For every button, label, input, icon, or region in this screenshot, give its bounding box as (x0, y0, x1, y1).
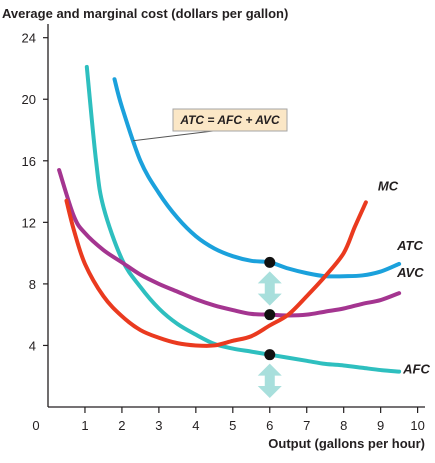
curve-avc (57, 168, 402, 318)
y-tick-label-16: 16 (22, 154, 36, 169)
series-label-mc: MC (378, 178, 399, 193)
double-arrow-2 (257, 363, 282, 398)
x-tick-label-6: 6 (266, 418, 273, 433)
x-tick-label-4: 4 (192, 418, 199, 433)
marker-afc (264, 349, 276, 361)
x-tick-label-1: 1 (81, 418, 88, 433)
curve-afc (84, 64, 402, 374)
x-tick-label-7: 7 (303, 418, 310, 433)
y-tick-label-4: 4 (29, 338, 36, 353)
x-tick-label-9: 9 (377, 418, 384, 433)
callout-box (172, 108, 288, 132)
y-tick-label-20: 20 (22, 92, 36, 107)
marker-atc (264, 256, 276, 268)
curve-atc (112, 77, 402, 279)
x-tick-label-8: 8 (340, 418, 347, 433)
callout-leader-line (132, 130, 214, 142)
series-label-afc: AFC (402, 362, 430, 377)
series-label-avc: AVC (396, 265, 424, 280)
y-tick-label-12: 12 (22, 215, 36, 230)
y-tick-label-24: 24 (22, 31, 36, 46)
callout-text: ATC = AFC + AVC (179, 113, 280, 127)
double-arrow-1 (257, 271, 282, 306)
x-tick-label-3: 3 (155, 418, 162, 433)
marker-avc (264, 309, 276, 321)
y-tick-label-8: 8 (29, 277, 36, 292)
x-tick-label-5: 5 (229, 418, 236, 433)
series-label-atc: ATC (396, 238, 423, 253)
x-tick-label-2: 2 (118, 418, 125, 433)
curve-mc (64, 198, 368, 348)
x-axis-title: Output (gallons per hour) (268, 436, 425, 451)
origin-label: 0 (32, 418, 39, 433)
y-axis-title: Average and marginal cost (dollars per g… (2, 6, 288, 21)
x-tick-label-10: 10 (410, 418, 424, 433)
